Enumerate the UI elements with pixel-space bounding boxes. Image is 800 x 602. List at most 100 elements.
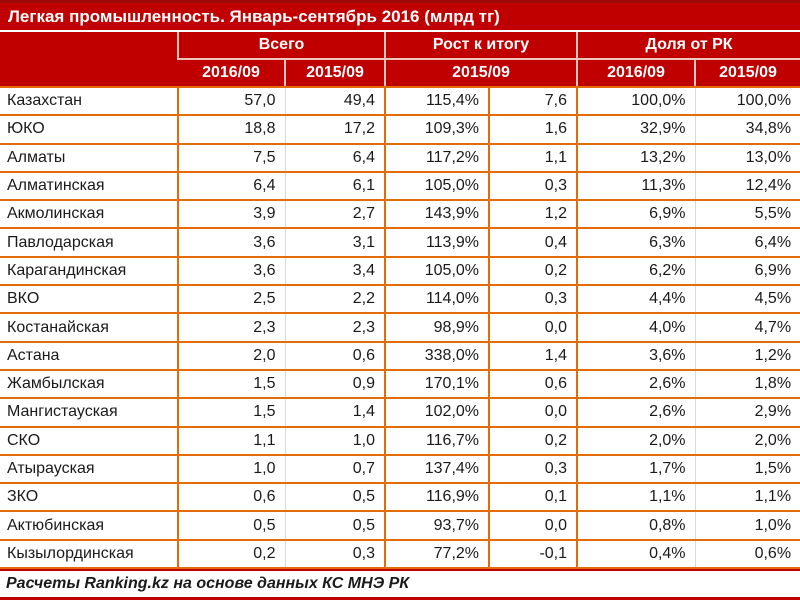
value-cell: 34,8% bbox=[695, 115, 800, 145]
value-cell: 0,5 bbox=[285, 483, 387, 513]
value-cell: 7,5 bbox=[178, 143, 286, 173]
value-cell: 0,3 bbox=[489, 285, 579, 315]
value-cell: 0,9 bbox=[285, 369, 387, 400]
value-cell: 338,0% bbox=[385, 341, 491, 371]
header-total-2016: 2016/09 bbox=[178, 59, 285, 88]
value-cell: 0,3 bbox=[489, 454, 579, 485]
value-cell: 93,7% bbox=[385, 511, 491, 541]
value-cell: 1,1 bbox=[178, 426, 286, 456]
value-cell: 1,1% bbox=[695, 483, 800, 513]
value-cell: 7,6 bbox=[489, 87, 579, 117]
value-cell: 0,4% bbox=[577, 539, 696, 570]
value-cell: 12,4% bbox=[695, 171, 800, 202]
value-cell: 18,8 bbox=[178, 115, 286, 145]
value-cell: 113,9% bbox=[385, 228, 491, 258]
table-row: ЗКО 0,6 0,5 116,9% 0,1 1,1% 1,1% bbox=[0, 483, 800, 513]
value-cell: 6,9% bbox=[695, 256, 800, 287]
value-cell: 0,0 bbox=[489, 313, 579, 343]
header-growth-2015: 2015/09 bbox=[384, 59, 578, 88]
value-cell: 137,4% bbox=[385, 454, 491, 485]
region-cell: Алматинская bbox=[0, 171, 179, 202]
value-cell: 2,0% bbox=[695, 426, 800, 456]
table-row: Костанайская 2,3 2,3 98,9% 0,0 4,0% 4,7% bbox=[0, 313, 800, 343]
value-cell: 6,2% bbox=[577, 256, 696, 287]
value-cell: 2,2 bbox=[285, 285, 387, 315]
header-group-share: Доля от РК bbox=[576, 32, 800, 60]
region-cell: ЗКО bbox=[0, 483, 179, 513]
value-cell: 0,0 bbox=[489, 511, 579, 541]
table-title: Легкая промышленность. Январь-сентябрь 2… bbox=[0, 3, 800, 32]
source-note: Расчеты Ranking.kz на основе данных КС М… bbox=[0, 569, 800, 601]
header-share-2016: 2016/09 bbox=[576, 59, 696, 88]
header-group-row: Всего Рост к итогу Доля от РК bbox=[0, 32, 800, 88]
value-cell: 2,6% bbox=[577, 369, 696, 400]
value-cell: 116,7% bbox=[385, 426, 491, 456]
value-cell: 6,4 bbox=[285, 143, 387, 173]
header-group-growth: Рост к итогу bbox=[384, 32, 578, 60]
value-cell: 100,0% bbox=[577, 87, 696, 117]
table-row: Алматинская 6,4 6,1 105,0% 0,3 11,3% 12,4% bbox=[0, 171, 800, 202]
value-cell: 2,6% bbox=[577, 398, 696, 428]
value-cell: 0,5 bbox=[285, 511, 387, 541]
value-cell: 1,4 bbox=[285, 398, 387, 428]
value-cell: 2,3 bbox=[178, 313, 286, 343]
value-cell: 0,6 bbox=[285, 341, 387, 371]
region-cell: Кызылординская bbox=[0, 539, 179, 570]
table-row: Мангистауская 1,5 1,4 102,0% 0,0 2,6% 2,9% bbox=[0, 398, 800, 428]
region-cell: Жамбылская bbox=[0, 369, 179, 400]
region-cell: ЮКО bbox=[0, 115, 179, 145]
region-cell: Атырауская bbox=[0, 454, 179, 485]
data-table: Всего Рост к итогу Доля от РК 2016/09 20… bbox=[0, 32, 800, 570]
region-cell: Мангистауская bbox=[0, 398, 179, 428]
table-row: ЮКО 18,8 17,2 109,3% 1,6 32,9% 34,8% bbox=[0, 115, 800, 145]
value-cell: 1,0 bbox=[285, 426, 387, 456]
value-cell: 13,2% bbox=[577, 143, 696, 173]
header-region-blank bbox=[0, 32, 178, 88]
value-cell: 3,9 bbox=[178, 200, 286, 230]
value-cell: 0,2 bbox=[178, 539, 286, 570]
value-cell: 32,9% bbox=[577, 115, 696, 145]
header-period-row: 2016/09 2015/09 2015/09 2016/09 2015/09 bbox=[0, 59, 800, 88]
value-cell: 0,7 bbox=[285, 454, 387, 485]
value-cell: 11,3% bbox=[577, 171, 696, 202]
value-cell: 1,4 bbox=[489, 341, 579, 371]
value-cell: 2,3 bbox=[285, 313, 387, 343]
table-row: Карагандинская 3,6 3,4 105,0% 0,2 6,2% 6,9% bbox=[0, 256, 800, 287]
value-cell: 0,6 bbox=[489, 369, 579, 400]
value-cell: 57,0 bbox=[178, 87, 286, 117]
value-cell: 98,9% bbox=[385, 313, 491, 343]
value-cell: 5,5% bbox=[695, 200, 800, 230]
value-cell: 1,0 bbox=[178, 454, 286, 485]
value-cell: 0,3 bbox=[489, 171, 579, 202]
value-cell: 3,1 bbox=[285, 228, 387, 258]
region-cell: ВКО bbox=[0, 285, 179, 315]
value-cell: 6,4 bbox=[178, 171, 286, 202]
region-cell: Алматы bbox=[0, 143, 179, 173]
value-cell: 0,4 bbox=[489, 228, 579, 258]
value-cell: 1,6 bbox=[489, 115, 579, 145]
value-cell: 100,0% bbox=[695, 87, 800, 117]
value-cell: 0,0 bbox=[489, 398, 579, 428]
value-cell: 2,0 bbox=[178, 341, 286, 371]
table-body: Казахстан 57,0 49,4 115,4% 7,6 100,0% 100,0% ЮК… bbox=[0, 87, 800, 570]
table-row: Алматы 7,5 6,4 117,2% 1,1 13,2% 13,0% bbox=[0, 143, 800, 173]
value-cell: 3,6 bbox=[178, 228, 286, 258]
header-total-2015: 2015/09 bbox=[283, 59, 386, 88]
header-group-total: Всего bbox=[176, 32, 386, 60]
value-cell: 114,0% bbox=[385, 285, 491, 315]
value-cell: 117,2% bbox=[385, 143, 491, 173]
value-cell: 13,0% bbox=[695, 143, 800, 173]
value-cell: 1,0% bbox=[695, 511, 800, 541]
table-row: Павлодарская 3,6 3,1 113,9% 0,4 6,3% 6,4% bbox=[0, 228, 800, 258]
value-cell: 1,7% bbox=[577, 454, 696, 485]
value-cell: 3,6 bbox=[178, 256, 286, 287]
value-cell: 17,2 bbox=[285, 115, 387, 145]
value-cell: 0,3 bbox=[285, 539, 387, 570]
region-cell: Актюбинская bbox=[0, 511, 179, 541]
table-row: Жамбылская 1,5 0,9 170,1% 0,6 2,6% 1,8% bbox=[0, 369, 800, 400]
table-header: Всего Рост к итогу Доля от РК 2016/09 20… bbox=[0, 32, 800, 88]
table-row: СКО 1,1 1,0 116,7% 0,2 2,0% 2,0% bbox=[0, 426, 800, 456]
header-share-2015: 2015/09 bbox=[694, 59, 800, 88]
value-cell: 6,4% bbox=[695, 228, 800, 258]
